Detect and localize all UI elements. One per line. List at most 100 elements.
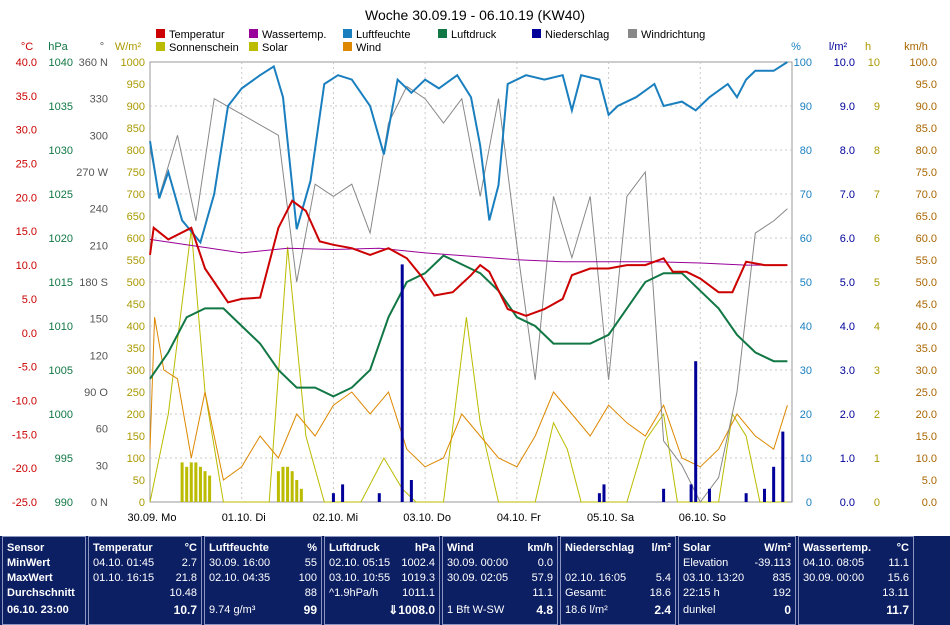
tick-label-wind: 25.0 xyxy=(916,387,937,399)
axis-unit-wind: km/h xyxy=(904,41,928,53)
tick-label-temp: -5.0 xyxy=(18,362,37,374)
axis-unit-sun: h xyxy=(865,41,871,53)
tick-label-dir: 150 xyxy=(90,314,108,326)
humidity-avg-value: 88 xyxy=(304,587,317,599)
legend-label: Wind xyxy=(356,42,381,54)
tick-label-solar: 550 xyxy=(127,255,145,267)
pressure-column: Luftdruck hPa 02.10. 05:15 1002.4 03.10. 1… xyxy=(324,536,440,625)
water-avg-value: 13.11 xyxy=(882,587,909,599)
axis-unit-solar: W/m² xyxy=(115,41,142,53)
tick-label-sun: 7 xyxy=(874,189,880,201)
tick-label-solar: 100 xyxy=(127,453,145,465)
humidity-header: Luftfeuchte xyxy=(209,542,269,554)
tick-label-wind: 10.0 xyxy=(916,453,937,465)
legend-swatch xyxy=(249,29,258,38)
tick-label-rain: 2.0 xyxy=(840,409,855,421)
tick-label-solar: 400 xyxy=(127,321,145,333)
series-line-wind xyxy=(149,317,788,481)
avg-label: Durchschnitt xyxy=(7,587,75,599)
tick-label-temp: -10.0 xyxy=(12,395,37,407)
axis-unit-press: hPa xyxy=(48,41,68,53)
tick-label-rain: 0.0 xyxy=(840,497,855,509)
temp-column: Temperatur °C 04.10. 01:45 2.7 01.10. 16:1… xyxy=(88,536,202,625)
chart-title: Woche 30.09.19 - 06.10.19 (KW40) xyxy=(365,7,585,23)
legend-swatch xyxy=(438,29,447,38)
chart-legend: Temperatur Wassertemp. Luftfeuchte Luftdruc… xyxy=(156,29,705,54)
tick-label-dir: 240 xyxy=(90,204,108,216)
tick-label-temp: 25.0 xyxy=(16,159,37,171)
humidity-column: Luftfeuchte% 30.09. 16:00 55 02.10. 04:35… xyxy=(204,536,322,625)
pressure-unit: hPa xyxy=(414,542,435,554)
tick-label-rain: 8.0 xyxy=(840,145,855,157)
tick-label-solar: 500 xyxy=(127,277,145,289)
water-min-time: 04.10. 08:05 xyxy=(803,557,865,569)
tick-label-solar: 1000 xyxy=(121,57,145,69)
series-line-wassertemp xyxy=(149,238,788,266)
legend-label: Luftdruck xyxy=(451,29,497,41)
tick-label-hum: 10 xyxy=(800,453,812,465)
tick-label-rain: 7.0 xyxy=(840,189,855,201)
tick-label-temp: -20.0 xyxy=(12,463,37,475)
tick-label-rain: 10.0 xyxy=(834,57,855,69)
humidity-unit: % xyxy=(307,542,317,554)
rain-bar xyxy=(694,361,698,502)
water-min-value: 11.1 xyxy=(888,557,909,569)
humidity-abs-value: 9.74 g/m³ xyxy=(209,604,256,616)
wind-column: Wind km/h 30.09. 00:00 0.0 30.09. 02:05 57.… xyxy=(442,536,558,625)
wind-avg-value: 11.1 xyxy=(532,587,553,599)
tick-label-wind: 75.0 xyxy=(916,167,937,179)
pressure-max-value: 1019.3 xyxy=(401,572,435,584)
tick-label-wind: 20.0 xyxy=(916,409,937,421)
temp-now-value: 10.7 xyxy=(173,603,197,617)
wind-max-value: 57.9 xyxy=(531,572,553,584)
solar-duration: 22:15 h xyxy=(683,587,720,599)
tick-label-temp: 5.0 xyxy=(22,294,37,306)
tick-label-wind: 90.0 xyxy=(916,101,937,113)
tick-label-hum: 30 xyxy=(800,365,812,377)
tick-label-temp: -15.0 xyxy=(12,429,37,441)
temp-max-value: 21.8 xyxy=(175,572,197,584)
sensor-header: Sensor xyxy=(7,542,45,554)
tick-label-temp: 35.0 xyxy=(16,91,37,103)
rain-max-value: 5.4 xyxy=(655,572,671,584)
tick-label-sun: 8 xyxy=(874,145,880,157)
tick-label-hum: 40 xyxy=(800,321,812,333)
x-label: 04.10. Fr xyxy=(497,512,541,524)
rain-bar xyxy=(772,466,776,502)
tick-label-solar: 300 xyxy=(127,365,145,377)
water-header: Wassertemp. xyxy=(803,542,872,554)
tick-label-press: 1025 xyxy=(49,189,73,201)
legend-label: Luftfeuchte xyxy=(356,29,410,41)
axis-unit-dir: ° xyxy=(100,41,104,53)
pressure-header: Luftdruck xyxy=(329,542,380,554)
sunshine-bar xyxy=(276,471,280,502)
sunshine-bar xyxy=(290,471,294,502)
temp-min-time: 04.10. 01:45 xyxy=(93,557,155,569)
tick-label-dir: 360 N xyxy=(79,57,108,69)
tick-label-rain: 5.0 xyxy=(840,277,855,289)
tick-label-sun: 5 xyxy=(874,277,880,289)
tick-label-dir: 30 xyxy=(96,460,108,472)
tick-label-press: 990 xyxy=(55,497,73,509)
tick-label-hum: 60 xyxy=(800,233,812,245)
wind-max-time: 30.09. 02:05 xyxy=(447,572,509,584)
tick-label-rain: 6.0 xyxy=(840,233,855,245)
tick-label-solar: 150 xyxy=(127,431,145,443)
humidity-max-value: 100 xyxy=(298,572,317,584)
water-now-value: 11.7 xyxy=(886,603,909,617)
rain-total-label: Gesamt: xyxy=(565,587,607,599)
tick-label-solar: 950 xyxy=(127,79,145,91)
pressure-trend: ^1.9hPa/h xyxy=(329,587,379,599)
tick-label-wind: 50.0 xyxy=(916,277,937,289)
tick-label-wind: 35.0 xyxy=(916,343,937,355)
tick-label-solar: 900 xyxy=(127,101,145,113)
tick-label-solar: 450 xyxy=(127,299,145,311)
tick-label-dir: 210 xyxy=(90,240,108,252)
x-axis-labels: 30.09. Mo 01.10. Di 02.10. Mi 03.10. Do 04.1… xyxy=(128,512,726,524)
rain-header: Niederschlag xyxy=(565,542,635,554)
sunshine-bar xyxy=(180,462,184,502)
tick-label-wind: 40.0 xyxy=(916,321,937,333)
legend-swatch xyxy=(156,42,165,51)
series-line-luftdruck xyxy=(149,254,788,398)
rain-bar xyxy=(341,484,345,502)
